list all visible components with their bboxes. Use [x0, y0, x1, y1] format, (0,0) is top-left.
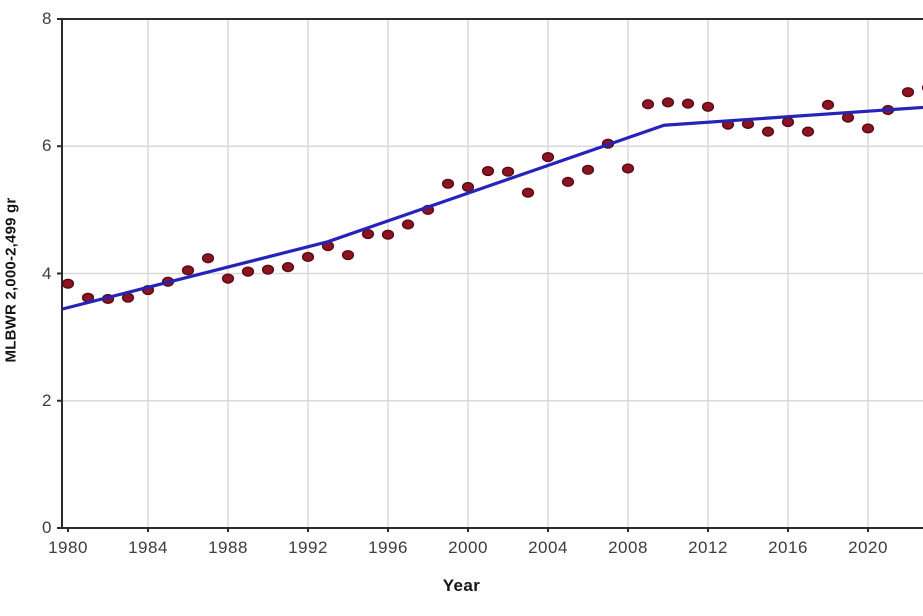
y-tick-label: 4: [42, 263, 52, 283]
x-tick-label: 1996: [368, 538, 408, 557]
y-tick-label: 6: [42, 136, 52, 156]
x-tick-label: 2012: [688, 538, 728, 557]
data-point: [281, 262, 295, 273]
data-point: [661, 97, 675, 108]
data-point: [481, 165, 495, 177]
data-point: [381, 229, 395, 240]
y-tick-label: 0: [42, 518, 52, 537]
data-point: [461, 181, 475, 193]
x-tick-label: 1992: [288, 538, 328, 557]
x-tick-label: 1988: [208, 538, 248, 557]
data-point: [181, 265, 195, 276]
x-tick-label: 1980: [48, 538, 88, 557]
data-point: [401, 219, 415, 230]
data-point: [341, 249, 355, 261]
data-point: [781, 116, 795, 128]
data-point: [901, 87, 915, 98]
x-tick-label: 2016: [768, 538, 808, 557]
data-point: [61, 278, 75, 289]
x-tick-label: 2008: [608, 538, 648, 557]
y-tick-label: 8: [42, 9, 52, 28]
data-point: [261, 264, 275, 275]
data-point: [201, 253, 215, 264]
data-point: [361, 228, 375, 240]
data-point: [621, 163, 635, 174]
data-point: [541, 151, 555, 163]
data-point: [241, 266, 255, 277]
x-axis-title: Year: [442, 576, 481, 595]
data-point: [821, 99, 835, 110]
data-point: [441, 178, 455, 189]
data-point: [501, 166, 515, 177]
data-point: [561, 176, 575, 187]
y-tick-label: 2: [42, 390, 52, 410]
data-point: [841, 112, 855, 123]
data-point: [301, 251, 315, 263]
data-point: [581, 164, 595, 175]
data-point: [221, 273, 235, 284]
data-point: [521, 187, 535, 198]
trend-line: [61, 105, 923, 311]
data-point: [701, 101, 715, 112]
data-point: [861, 123, 875, 134]
data-point: [681, 98, 695, 109]
data-point: [641, 99, 655, 110]
x-tick-label: 1984: [128, 538, 168, 557]
data-point: [801, 126, 815, 137]
x-tick-label: 2000: [448, 538, 488, 557]
data-point: [761, 126, 775, 137]
x-tick-label: 2004: [528, 538, 568, 557]
x-tick-label: 2020: [848, 538, 888, 557]
